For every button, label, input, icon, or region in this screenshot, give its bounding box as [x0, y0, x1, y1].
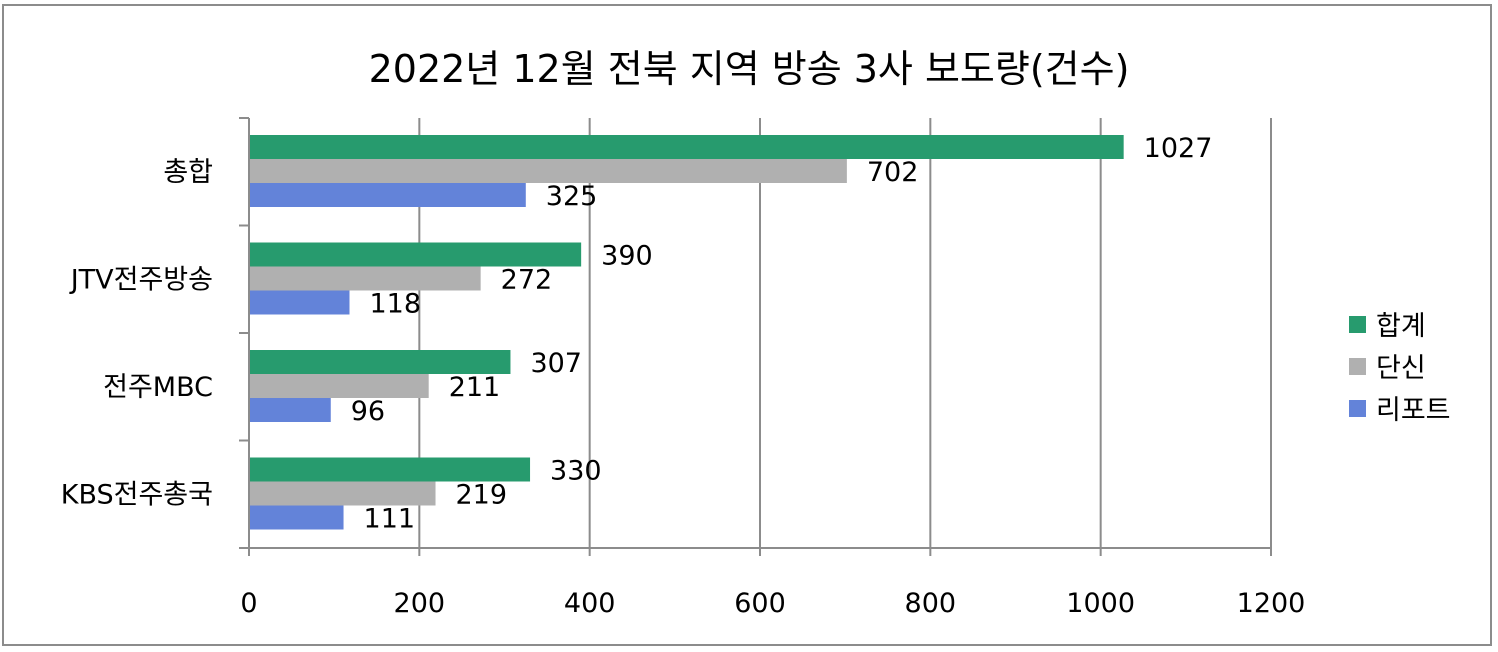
tick-label: 400: [564, 588, 616, 619]
data-label: 702: [867, 157, 919, 188]
data-label: 118: [369, 289, 421, 320]
data-label: 96: [351, 396, 385, 427]
bar: [249, 159, 847, 183]
tick-label: 0: [240, 588, 257, 619]
legend-swatch: [1349, 316, 1366, 333]
bar: [249, 290, 350, 315]
bar: [249, 398, 331, 422]
x-tick-labels: 0 200 400 600 800 1000 1200: [240, 588, 1305, 619]
data-label: 211: [449, 372, 501, 403]
data-label: 272: [501, 265, 553, 296]
bar: [249, 350, 511, 374]
chart-frame: [2, 4, 1492, 646]
bar: [249, 266, 481, 291]
category-label: JTV전주방송: [69, 265, 213, 296]
bars: [249, 135, 1124, 530]
category-label: 총합: [163, 157, 213, 188]
bar: [249, 135, 1124, 159]
bar: [249, 242, 582, 267]
bar: [249, 183, 526, 207]
category-label: KBS전주총국: [61, 480, 213, 511]
tick-label: 800: [905, 588, 957, 619]
bar: [249, 457, 531, 482]
tick-label: 600: [734, 588, 786, 619]
tick-label: 1000: [1066, 588, 1135, 619]
data-label: 325: [546, 181, 598, 212]
data-label: 219: [456, 480, 508, 511]
bar: [249, 481, 436, 506]
bar: [249, 374, 429, 398]
legend-entry: 리포트: [1376, 395, 1451, 426]
legend-swatch: [1349, 358, 1366, 375]
legend-entry: 합계: [1376, 311, 1426, 342]
chart-title: 2022년 12월 전북 지역 방송 3사 보도량(건수): [369, 47, 1130, 91]
data-label: 307: [530, 348, 582, 379]
legend-entry: 단신: [1376, 353, 1426, 384]
data-label: 1027: [1144, 133, 1213, 164]
axes: [239, 117, 1272, 556]
category-label: 전주MBC: [103, 372, 213, 403]
legend-swatch: [1349, 400, 1366, 417]
data-label: 330: [550, 456, 602, 487]
tick-label: 1200: [1237, 588, 1306, 619]
data-label: 390: [601, 241, 653, 272]
tick-label: 200: [394, 588, 446, 619]
bar: [249, 505, 344, 530]
data-label: 111: [364, 504, 416, 535]
